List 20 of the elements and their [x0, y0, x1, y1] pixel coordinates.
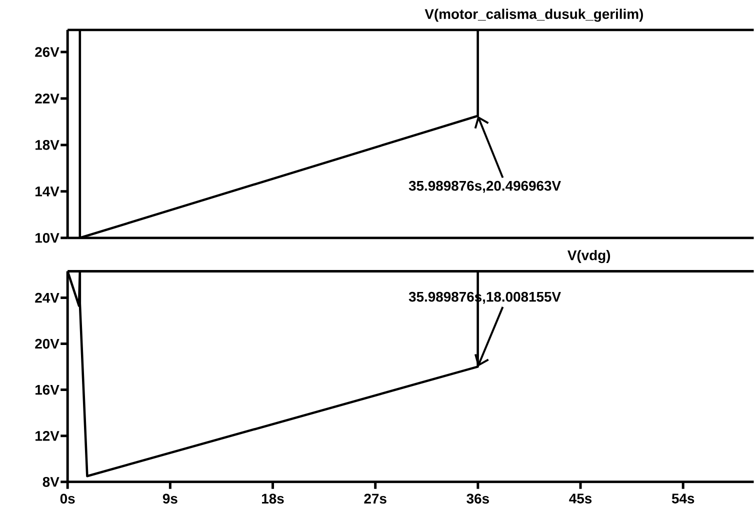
y-tick-label: 12V — [36, 430, 60, 441]
x-tick-label: 45s — [569, 494, 592, 504]
y-tick-label: 26V — [35, 47, 60, 57]
x-tick-label: 18s — [262, 494, 284, 504]
x-tick-label: 54s — [672, 494, 694, 504]
x-tick-label: 9s — [162, 494, 178, 504]
chart-title: V(vdg) — [568, 250, 610, 264]
x-tick-label: 0s — [60, 494, 75, 504]
y-tick-label: 16V — [36, 384, 60, 395]
chart-title: V(motor_calisma_dusuk_gerilim) — [424, 8, 643, 22]
y-tick-label: 8V — [42, 476, 60, 487]
y-tick-label: 20V — [35, 338, 60, 349]
y-tick-label: 14V — [36, 186, 60, 196]
y-tick-label: 24V — [35, 292, 60, 303]
y-tick-label: 18V — [36, 140, 60, 150]
y-tick-label: 10V — [36, 232, 60, 243]
x-tick-label: 27s — [364, 494, 386, 504]
y-tick-label: 22V — [35, 94, 60, 104]
x-tick-label: 36s — [466, 494, 489, 504]
annotation: 35.989876s,20.496963V — [408, 180, 561, 193]
